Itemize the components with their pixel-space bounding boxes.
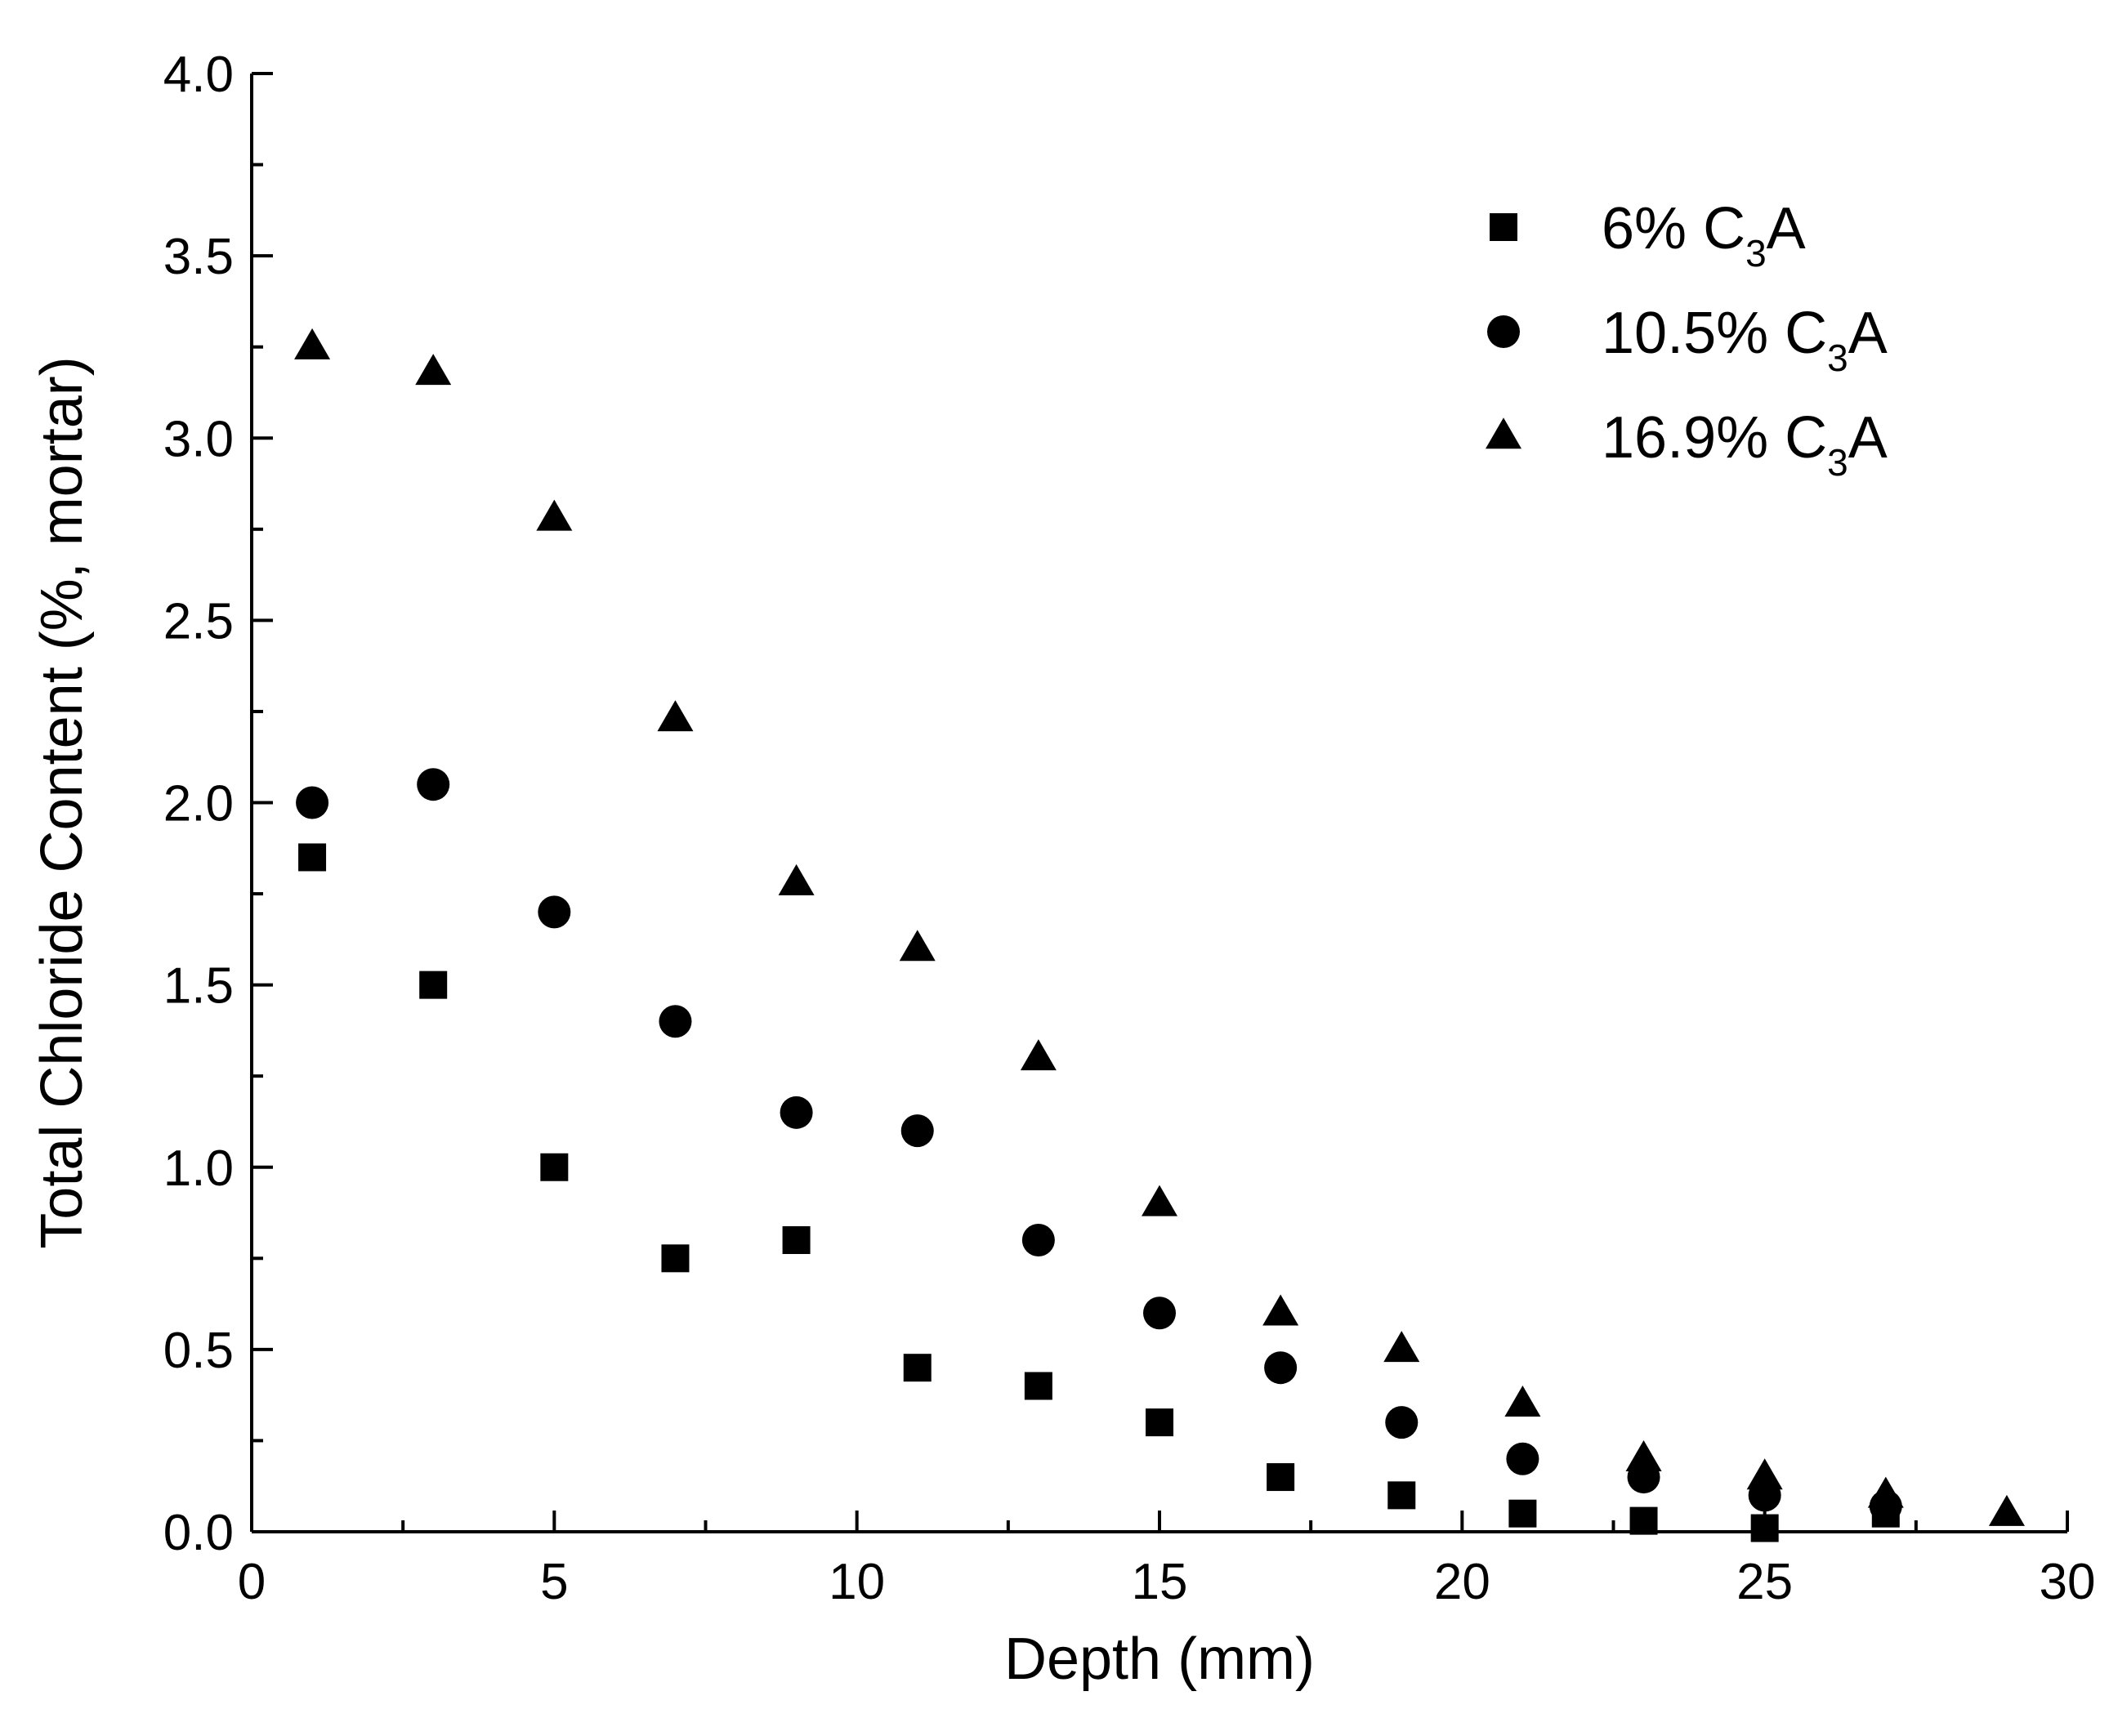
square-point [782,1226,811,1254]
triangle-point [778,864,815,895]
legend-marker-square [1490,213,1517,241]
square-point [903,1354,932,1382]
circle-point [900,1114,934,1148]
triangle-point [1020,1039,1057,1071]
square-point [1750,1514,1779,1542]
triangle-point [899,930,936,962]
square-point [661,1244,690,1273]
triangle-point [294,328,331,359]
square-point [1024,1372,1052,1400]
x-tick-label: 20 [1434,1554,1490,1610]
triangle-point [1625,1439,1662,1471]
square-point [1146,1408,1173,1437]
x-tick-label: 5 [540,1554,568,1610]
circle-point [1021,1224,1055,1256]
square-point [1387,1481,1416,1510]
x-axis-title: Depth (mm) [1004,1627,1315,1692]
data-points [294,328,2025,1542]
y-tick-label: 4.0 [163,47,234,103]
triangle-point [1262,1294,1299,1326]
square-point [298,843,327,872]
y-tick-label: 1.0 [163,1140,234,1197]
circle-point [659,1005,692,1038]
circle-point [1264,1351,1298,1385]
triangle-point [1746,1458,1783,1490]
x-tick-label: 10 [829,1554,885,1610]
x-tick-label: 30 [2040,1554,2096,1610]
triangle-point [1867,1476,1904,1508]
circle-point [417,768,450,801]
y-axis-title: Total Chloride Content (%, mortar) [29,356,95,1248]
circle-point [1506,1442,1539,1475]
y-tick-label: 2.5 [163,593,234,649]
legend: 6% C3A 10.5% C3A 16.9% C3A [1486,196,1888,484]
circle-point [1143,1296,1176,1330]
legend-marker-triangle [1486,417,1521,449]
triangle-point [657,700,694,732]
y-tick-label: 0.5 [163,1323,234,1379]
triangle-point [415,354,452,386]
y-tick-label: 0.0 [163,1505,234,1561]
y-tick-label: 1.5 [163,958,234,1015]
x-tick-label: 0 [238,1554,266,1610]
legend-label: 16.9% C3A [1602,405,1888,484]
square-point [540,1153,569,1181]
circle-point [1385,1406,1419,1439]
triangle-point [1988,1494,2025,1526]
y-tick-label: 2.0 [163,776,234,832]
square-point [1629,1506,1658,1535]
triangle-point [1383,1331,1420,1363]
x-tick-label: 25 [1736,1554,1793,1610]
circle-point [538,895,571,929]
y-tick-label: 3.5 [163,229,234,285]
triangle-point [536,499,573,531]
triangle-point [1142,1185,1177,1216]
square-point [1508,1499,1537,1528]
legend-label: 10.5% C3A [1602,301,1888,379]
square-point [1267,1463,1295,1492]
triangle-point [1504,1386,1541,1417]
ticks: 0.0 0.5 1.0 1.5 2.0 2.5 3.0 3.5 4.0 0 5 10 15 20 25 30 [163,47,2096,1610]
legend-marker-circle [1487,315,1520,348]
square-point [419,971,448,999]
x-tick-label: 15 [1132,1554,1188,1610]
circle-point [296,786,329,819]
y-tick-label: 3.0 [163,411,234,467]
circle-point [780,1096,813,1129]
legend-label: 6% C3A [1602,196,1806,274]
